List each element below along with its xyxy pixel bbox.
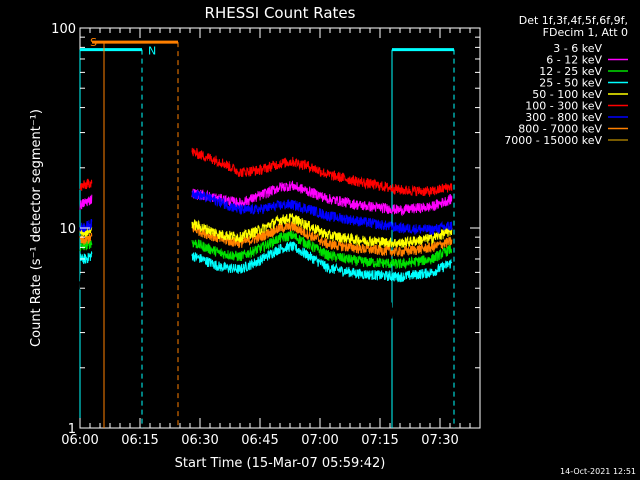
timestamp: 14-Oct-2021 12:51 [560,467,636,476]
y-tick-label: 1 [68,422,76,437]
instrument-markers: NS [79,36,455,428]
series-line-0-segment1 [79,270,93,297]
x-tick-label: 06:00 [61,433,98,448]
series-4 [79,212,453,249]
x-axis-label: Start Time (15-Mar-07 05:59:42) [175,456,386,471]
legend-header-line: Det 1f,3f,4f,5f,6f,9f, [519,14,628,27]
y-tick-label: 100 [51,22,76,37]
s-marker-label: S [90,36,97,49]
y-tick-label: 10 [59,222,76,237]
legend-entry-label: 6 - 12 keV [546,54,602,67]
series-group [79,147,453,373]
legend-entry-label: 800 - 7000 keV [518,123,602,136]
legend-entry-label: 7000 - 15000 keV [504,134,602,147]
legend-entry-label: 3 - 6 keV [553,42,602,55]
x-tick-label: 06:15 [121,433,158,448]
axes: 06:00 06:15 06:30 06:45 07:00 07:15 07:30 1 10 10… [51,22,481,448]
series-line-5-segment1 [79,178,93,191]
x-tick-label: 06:45 [241,433,278,448]
legend-entry-label: 50 - 100 keV [532,88,602,101]
n-marker-label: N [148,45,156,58]
series-line-7-segment1 [79,232,93,245]
series-line-6-segment2 [191,190,453,235]
legend-entry-label: 12 - 25 keV [539,65,602,78]
y-axis-label: Count Rate (s⁻¹ detector segment⁻¹) [29,109,44,347]
series-line-0-segment2 [191,256,453,320]
series-line-2-segment2 [191,230,453,270]
series-0 [79,256,453,320]
legend: Det 1f,3f,4f,5f,6f,9f,FDecim 1, Att 0 3 -… [504,14,628,147]
series-line-6-segment1 [79,219,93,233]
series-line-5-segment2 [191,147,453,197]
legend-entry-label: 100 - 300 keV [525,100,602,113]
series-6 [79,190,453,235]
x-tick-label: 07:00 [301,433,338,448]
x-tick-label: 07:15 [361,433,398,448]
series-line-3-segment2 [191,240,453,283]
legend-entry-label: 25 - 50 keV [539,77,602,90]
chart-title: RHESSI Count Rates [205,4,356,22]
series-line-3-segment1 [79,251,93,264]
legend-header-line: FDecim 1, Att 0 [543,26,628,39]
x-tick-label: 07:30 [421,433,458,448]
series-3 [79,240,453,283]
series-line-4-segment2 [191,212,453,249]
series-line-4-segment1 [79,223,93,237]
series-line-1-segment1 [79,194,93,210]
legend-entry-label: 300 - 800 keV [525,111,602,124]
x-tick-label: 06:30 [181,433,218,448]
series-5 [79,147,453,197]
